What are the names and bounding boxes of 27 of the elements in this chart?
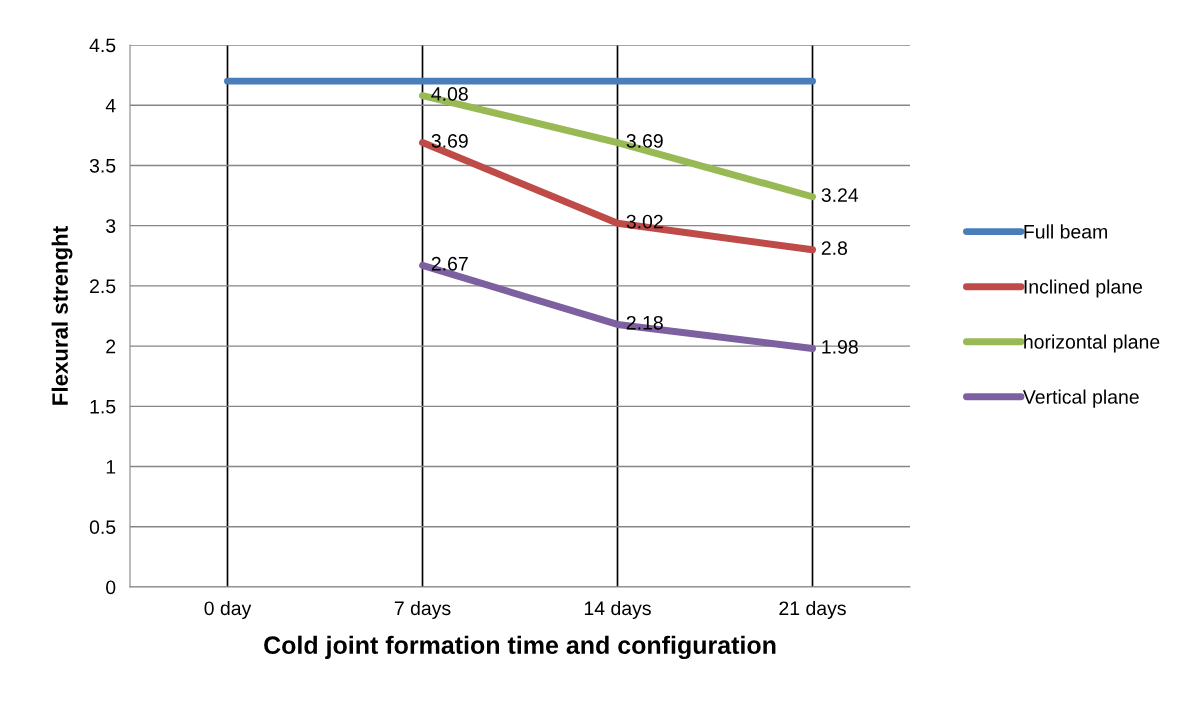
legend-label: Inclined plane [1024,279,1143,298]
y-tick-label: 1.5 [90,400,116,414]
legend-label: Full beam [1024,224,1107,239]
data-label: 2.67 [431,256,468,271]
x-axis-title: Cold joint formation time and configuration [264,635,776,660]
data-label: 3.69 [626,134,663,148]
y-tick-label: 0.5 [89,520,116,535]
y-tick-label: 1 [106,460,116,474]
x-tick-label: 0 day [204,600,252,620]
data-label: 4.08 [431,87,468,101]
y-tick-label: 4 [105,98,116,113]
y-tick-label: 3 [106,219,116,233]
y-axis-title: Flexural strenght [51,226,73,405]
data-label: 2.8 [821,241,848,255]
data-label: 3.24 [821,188,859,202]
x-tick-label: 7 days [394,600,451,620]
y-tick-label: 0 [106,580,116,595]
data-label: 1.98 [822,339,858,354]
y-tick-label: 2 [106,339,116,354]
y-tick-label: 3.5 [89,158,116,173]
x-tick-label: 21 days [779,600,846,620]
legend-label: Vertical plane [1022,389,1139,408]
x-tick-label: 14 days [584,600,651,620]
y-tick-label: 4.5 [89,38,116,53]
legend-label: horizontal plane [1024,334,1160,353]
y-tick-label: 2.5 [90,279,116,294]
data-label: 3.69 [431,134,468,148]
